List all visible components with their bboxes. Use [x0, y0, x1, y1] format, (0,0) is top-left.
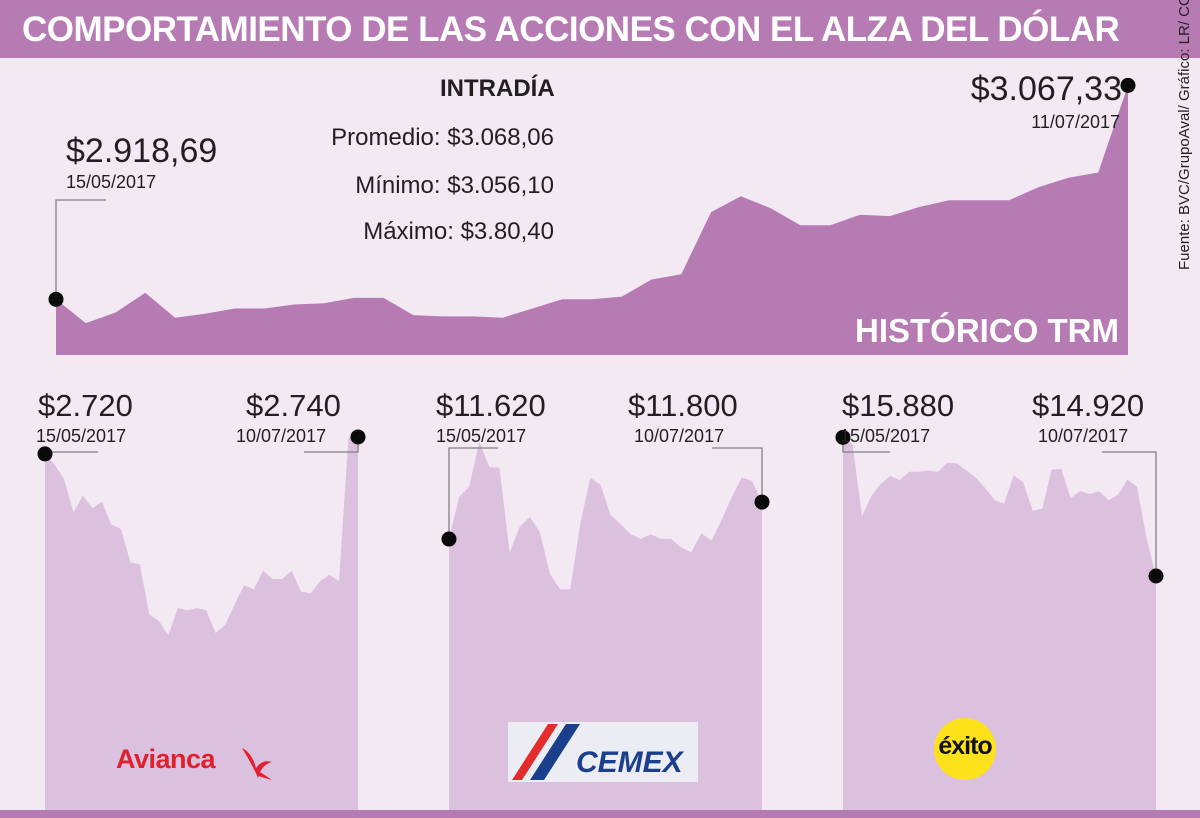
exito-end-leader — [1102, 451, 1157, 576]
trm-start-leader — [55, 199, 106, 300]
avianca-start-point — [37, 446, 53, 462]
trm-end-value: $3.067,33 — [970, 70, 1122, 108]
exito-end-date: 10/07/2017 — [1038, 426, 1129, 446]
cemex-end-date: 10/07/2017 — [634, 426, 725, 446]
cemex-logo: CEMEX — [508, 722, 698, 782]
exito-start-point — [835, 429, 851, 445]
exito-chart — [835, 429, 1164, 810]
intraday-minimum: Mínimo: $3.056,10 — [355, 172, 554, 199]
avianca-end-date: 10/07/2017 — [236, 426, 327, 446]
cemex-chart — [441, 442, 770, 810]
trm-area — [56, 85, 1128, 356]
intraday-heading: INTRADÍA — [440, 75, 555, 102]
avianca-area — [45, 437, 358, 810]
cemex-start-point — [441, 531, 457, 547]
avianca-bird-icon — [242, 748, 272, 780]
cemex-logo-text: CEMEX — [576, 746, 683, 779]
trm-end-point — [1120, 77, 1136, 93]
exito-end-value: $14.920 — [1032, 388, 1145, 423]
cemex-end-value: $11.800 — [628, 388, 738, 423]
avianca-logo-text: Avianca — [116, 744, 216, 774]
avianca-end-value: $2.740 — [246, 388, 341, 423]
cemex-start-date: 15/05/2017 — [436, 426, 527, 446]
exito-area — [843, 437, 1156, 810]
avianca-start-value: $2.720 — [38, 388, 133, 423]
avianca-chart — [37, 429, 366, 810]
avianca-logo: Avianca — [116, 742, 276, 784]
source-note: Fuente: BVC/GrupoAval/ Gráfico: LR/ CG — [1176, 0, 1193, 270]
cemex-area — [449, 442, 762, 810]
avianca-start-leader — [44, 451, 98, 454]
trm-start-value: $2.918,69 — [66, 132, 218, 170]
exito-logo-text: éxito — [938, 732, 992, 760]
intraday-maximum: Máximo: $3.80,40 — [363, 218, 554, 245]
title-bar: COMPORTAMIENTO DE LAS ACCIONES CON EL AL… — [0, 0, 1200, 58]
intraday-average: Promedio: $3.068,06 — [331, 124, 554, 151]
avianca-start-date: 15/05/2017 — [36, 426, 127, 446]
exito-start-date: 15/05/2017 — [840, 426, 931, 446]
exito-end-point — [1148, 568, 1164, 584]
trm-chart — [48, 77, 1136, 356]
cemex-start-value: $11.620 — [436, 388, 546, 423]
avianca-end-point — [350, 429, 366, 445]
trm-start-date: 15/05/2017 — [66, 172, 157, 192]
cemex-end-point — [754, 494, 770, 510]
trm-start-point — [48, 291, 64, 307]
bottom-bar — [0, 810, 1200, 818]
exito-start-value: $15.880 — [842, 388, 955, 423]
page-title: COMPORTAMIENTO DE LAS ACCIONES CON EL AL… — [22, 10, 1120, 49]
cemex-end-leader — [712, 447, 763, 503]
exito-logo: éxito — [934, 718, 996, 780]
cemex-start-leader — [448, 447, 498, 540]
trm-chart-title: HISTÓRICO TRM — [855, 312, 1119, 349]
cemex-stripes-icon — [512, 724, 580, 780]
trm-end-date: 11/07/2017 — [1031, 112, 1120, 132]
